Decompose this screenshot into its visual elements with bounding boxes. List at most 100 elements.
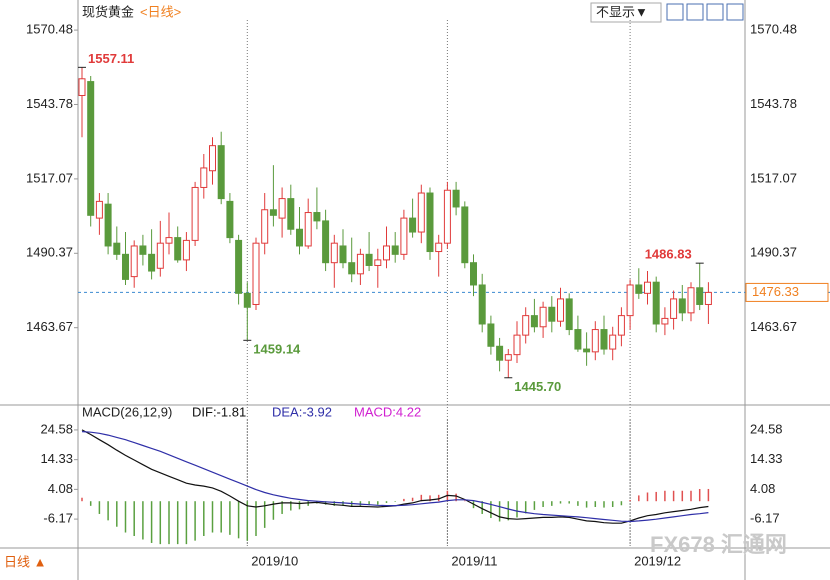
y-tick-label: 1570.48 bbox=[750, 22, 797, 37]
candle-body bbox=[687, 287, 695, 314]
candle-body bbox=[635, 284, 643, 294]
y-tick-label: 1543.78 bbox=[750, 96, 797, 111]
candle-body bbox=[261, 209, 269, 244]
candle-body bbox=[182, 239, 190, 261]
candle-body bbox=[278, 198, 286, 219]
candle-body bbox=[478, 284, 486, 325]
extreme-label: 1459.14 bbox=[253, 342, 301, 357]
candle-body bbox=[243, 292, 251, 308]
y-tick-label: 24.58 bbox=[40, 421, 73, 436]
candle-body bbox=[139, 245, 147, 255]
y-tick-label: 14.33 bbox=[750, 451, 783, 466]
toggle[interactable]: 不显示▼ bbox=[596, 4, 648, 19]
candle-body bbox=[122, 253, 129, 280]
candle-body bbox=[435, 242, 443, 253]
candle-body bbox=[696, 287, 704, 305]
candle-body bbox=[313, 212, 321, 222]
candle-body bbox=[678, 298, 686, 314]
candle-body bbox=[591, 329, 599, 353]
last-price-label: 1476.33 bbox=[752, 284, 799, 299]
candle-body bbox=[522, 315, 530, 336]
candle-body bbox=[226, 200, 234, 239]
tool-icon[interactable] bbox=[666, 3, 684, 21]
candle-body bbox=[356, 253, 364, 275]
candle-body bbox=[565, 298, 573, 331]
tool-icon[interactable] bbox=[686, 3, 704, 21]
y-tick-label: -6.17 bbox=[750, 511, 780, 526]
candle-body bbox=[304, 212, 312, 247]
candle-body bbox=[391, 245, 399, 255]
candle-body bbox=[104, 203, 112, 247]
toggle-box[interactable] bbox=[590, 2, 662, 23]
period-selector[interactable]: <日线> bbox=[140, 4, 181, 19]
candle-body bbox=[548, 306, 556, 322]
candle-body bbox=[574, 329, 582, 350]
candle-body bbox=[652, 281, 660, 325]
candle-body bbox=[78, 78, 86, 97]
x-tick-label: 2019/12 bbox=[634, 553, 681, 568]
candle-body bbox=[609, 334, 617, 350]
legend-entry: DEA:-3.92 bbox=[272, 404, 332, 419]
candle-body bbox=[217, 145, 225, 200]
candle-body bbox=[339, 245, 347, 264]
candle-body bbox=[174, 237, 182, 261]
candle-body bbox=[383, 245, 390, 261]
indicator-title: MACD(26,12,9) bbox=[82, 404, 172, 419]
toolbar bbox=[666, 3, 744, 21]
period-footer[interactable]: 日线 ▲ bbox=[4, 554, 46, 569]
y-tick-label: 1490.37 bbox=[26, 245, 73, 260]
candle-body bbox=[617, 315, 625, 336]
candle-body bbox=[252, 242, 260, 305]
candle-body bbox=[156, 242, 164, 269]
candle-body bbox=[513, 334, 521, 356]
y-tick-label: 1543.78 bbox=[26, 96, 73, 111]
candle-body bbox=[209, 145, 216, 172]
candle-body bbox=[487, 323, 495, 347]
y-tick-label: 1517.07 bbox=[750, 170, 797, 185]
tool-icon[interactable] bbox=[726, 3, 744, 21]
legend-entry: DIF:-1.81 bbox=[192, 404, 246, 419]
y-tick-label: 1463.67 bbox=[750, 319, 797, 334]
y-tick-label: 4.08 bbox=[48, 481, 73, 496]
candle-body bbox=[95, 200, 103, 219]
y-tick-label: 1463.67 bbox=[26, 319, 73, 334]
y-tick-label: 1570.48 bbox=[26, 22, 73, 37]
candle-body bbox=[113, 242, 121, 255]
candle-body bbox=[557, 298, 564, 322]
indicator-line bbox=[81, 431, 709, 523]
x-tick-label: 2019/10 bbox=[251, 553, 298, 568]
candle-body bbox=[287, 198, 295, 230]
candle-body bbox=[130, 245, 138, 278]
candle-body bbox=[269, 209, 277, 216]
candle-body bbox=[644, 281, 651, 294]
candle-body bbox=[461, 206, 469, 264]
candle-body bbox=[417, 192, 425, 233]
candle-body bbox=[670, 298, 678, 319]
extreme-label: 1445.70 bbox=[514, 379, 561, 394]
candle-body bbox=[470, 262, 477, 286]
chart-title: 现货黄金 bbox=[82, 4, 134, 19]
x-tick-label: 2019/11 bbox=[451, 553, 497, 568]
candle-body bbox=[452, 189, 460, 208]
candle-body bbox=[330, 242, 338, 264]
candle-body bbox=[374, 259, 382, 266]
y-tick-label: 24.58 bbox=[750, 421, 783, 436]
candle-body bbox=[704, 291, 712, 305]
tool-icon[interactable] bbox=[706, 3, 724, 21]
candle-body bbox=[600, 329, 608, 350]
candle-body bbox=[191, 186, 199, 241]
candle-body bbox=[661, 317, 669, 325]
candle-body bbox=[504, 354, 512, 361]
candle-body bbox=[400, 217, 408, 255]
candle-body bbox=[530, 315, 538, 328]
y-tick-label: 14.33 bbox=[40, 451, 73, 466]
candle-body bbox=[496, 345, 504, 361]
candle-body bbox=[626, 284, 634, 317]
candle-body bbox=[87, 81, 95, 216]
candle-body bbox=[165, 237, 173, 244]
candle-body bbox=[200, 167, 208, 188]
extreme-label: 1557.11 bbox=[88, 51, 134, 66]
candle-body bbox=[365, 253, 373, 266]
